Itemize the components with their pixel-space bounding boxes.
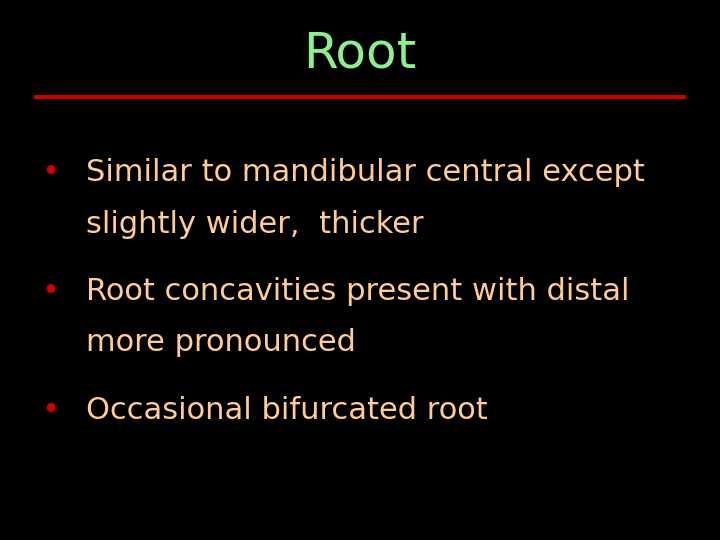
Text: •: • [41, 396, 60, 425]
Text: Root: Root [303, 30, 417, 78]
Text: •: • [41, 277, 60, 306]
Text: Occasional bifurcated root: Occasional bifurcated root [86, 396, 488, 425]
Text: slightly wider,  thicker: slightly wider, thicker [86, 210, 424, 239]
Text: Root concavities present with distal: Root concavities present with distal [86, 277, 630, 306]
Text: more pronounced: more pronounced [86, 328, 356, 357]
Text: •: • [41, 158, 60, 187]
Text: Similar to mandibular central except: Similar to mandibular central except [86, 158, 645, 187]
